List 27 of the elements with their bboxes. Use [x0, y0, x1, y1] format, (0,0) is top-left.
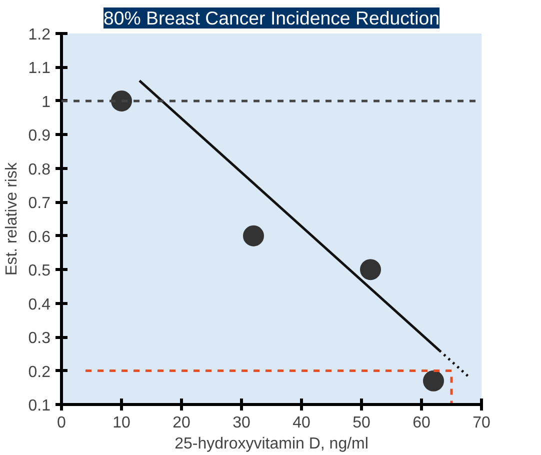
- chart-title: 80% Breast Cancer Incidence Reduction: [104, 8, 440, 28]
- y-axis-title: Est. relative risk: [3, 162, 20, 276]
- y-tick-label: 1.2: [28, 26, 51, 44]
- point: [360, 259, 381, 280]
- point: [111, 90, 132, 112]
- x-tick-label: 0: [57, 414, 66, 432]
- point: [423, 370, 444, 392]
- y-tick-label: 0.8: [28, 161, 51, 178]
- x-tick-label: 60: [412, 414, 430, 432]
- y-tick-label: 0.3: [28, 330, 51, 348]
- x-tick-label: 40: [292, 414, 310, 432]
- x-tick-label: 70: [472, 414, 490, 432]
- x-tick-label: 30: [232, 414, 250, 432]
- point: [243, 225, 264, 246]
- y-tick-label: 1: [42, 94, 51, 111]
- y-tick-label: 0.2: [28, 364, 51, 381]
- y-tick-label: 0.5: [28, 262, 51, 280]
- y-tick-label: 0.9: [28, 128, 51, 145]
- y-tick-label: 0.7: [28, 195, 51, 212]
- y-tick-label: 0.4: [28, 296, 51, 314]
- x-axis-title: 25-hydroxyvitamin D, ng/ml: [174, 436, 368, 452]
- x-tick-label: 10: [112, 414, 130, 432]
- x-tick-label: 20: [172, 414, 190, 432]
- y-tick-label: 1.1: [28, 60, 51, 78]
- y-tick-label: 0.6: [28, 228, 51, 246]
- x-tick-label: 50: [352, 414, 370, 432]
- y-tick-label: 0.1: [28, 398, 51, 414]
